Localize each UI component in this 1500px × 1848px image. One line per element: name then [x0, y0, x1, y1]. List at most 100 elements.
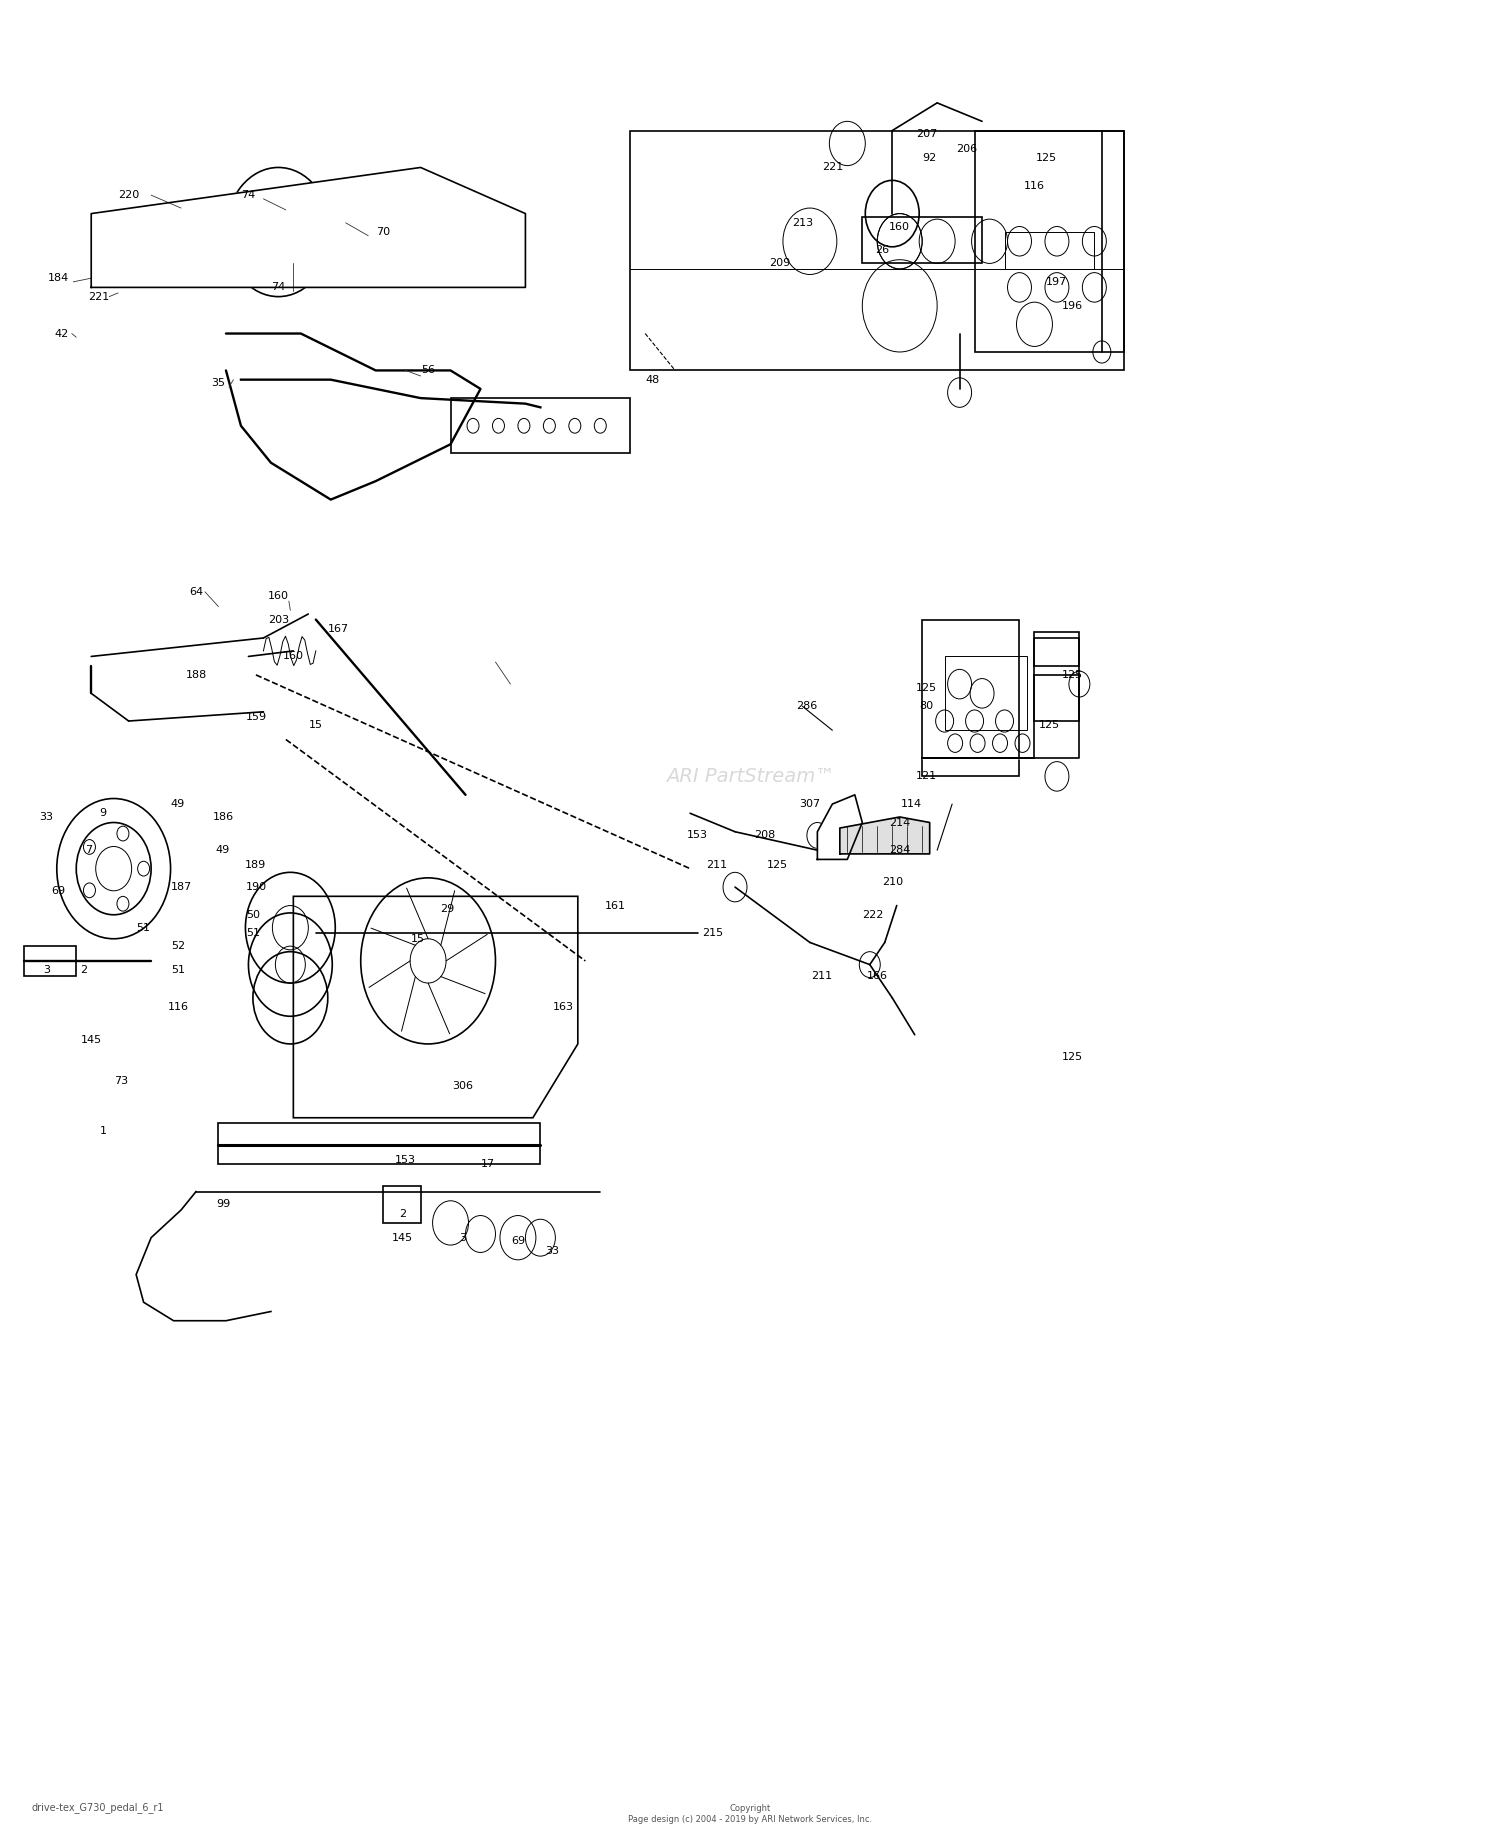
Text: 160: 160	[268, 591, 290, 601]
Text: 74: 74	[242, 190, 255, 200]
Text: 221: 221	[822, 163, 843, 172]
Text: 214: 214	[890, 817, 910, 828]
Bar	[862, 218, 982, 264]
Text: 184: 184	[48, 274, 69, 283]
Text: 145: 145	[81, 1035, 102, 1046]
Text: 221: 221	[88, 292, 110, 301]
Text: 222: 222	[862, 909, 883, 920]
Text: 17: 17	[482, 1159, 495, 1170]
Polygon shape	[92, 168, 525, 288]
Text: 99: 99	[216, 1199, 229, 1209]
Text: 206: 206	[957, 144, 978, 153]
Bar	[1035, 632, 1080, 665]
Text: 49: 49	[171, 798, 184, 809]
Text: Copyright
Page design (c) 2004 - 2019 by ARI Network Services, Inc.: Copyright Page design (c) 2004 - 2019 by…	[628, 1804, 872, 1824]
Text: 125: 125	[1036, 153, 1058, 163]
Text: 125: 125	[766, 859, 788, 870]
Text: 220: 220	[118, 190, 140, 200]
Text: 33: 33	[546, 1246, 560, 1255]
Bar	[1005, 233, 1095, 270]
Text: 163: 163	[552, 1002, 573, 1013]
Bar	[945, 656, 1028, 730]
Text: 153: 153	[394, 1155, 416, 1166]
Text: 9: 9	[99, 808, 106, 819]
Text: 125: 125	[1062, 1052, 1083, 1063]
Text: 186: 186	[213, 811, 234, 822]
Text: 125: 125	[1040, 719, 1060, 730]
Text: 188: 188	[186, 669, 207, 680]
Text: 1: 1	[99, 1125, 106, 1137]
Text: 52: 52	[171, 941, 184, 952]
Text: 207: 207	[916, 129, 938, 139]
Bar	[630, 131, 1125, 370]
Text: 215: 215	[702, 928, 723, 939]
Text: 121: 121	[916, 771, 938, 782]
Text: 210: 210	[882, 876, 903, 887]
Text: 125: 125	[916, 682, 938, 693]
Text: 125: 125	[1062, 669, 1083, 680]
Text: 166: 166	[867, 970, 888, 981]
Text: 48: 48	[645, 375, 660, 384]
Polygon shape	[922, 638, 1080, 758]
Text: 145: 145	[392, 1233, 412, 1242]
Text: 3: 3	[459, 1233, 466, 1242]
Bar	[382, 1186, 420, 1223]
Bar	[922, 619, 1020, 776]
Text: 80: 80	[920, 700, 933, 711]
Text: 159: 159	[246, 711, 267, 723]
Text: 3: 3	[44, 965, 50, 976]
Bar	[1035, 675, 1080, 721]
Text: 160: 160	[284, 652, 304, 662]
Text: 2: 2	[80, 965, 87, 976]
Text: 116: 116	[1024, 181, 1045, 190]
Text: 70: 70	[376, 227, 390, 237]
Text: 196: 196	[1062, 301, 1083, 310]
Text: 92: 92	[922, 153, 938, 163]
Text: 116: 116	[168, 1002, 189, 1013]
Text: 187: 187	[171, 881, 192, 893]
Text: 15: 15	[309, 719, 322, 730]
Text: 73: 73	[114, 1076, 128, 1087]
Bar	[24, 946, 76, 976]
Text: 74: 74	[272, 283, 285, 292]
Text: 160: 160	[890, 222, 910, 231]
Text: 190: 190	[246, 881, 267, 893]
Text: 2: 2	[399, 1209, 406, 1218]
Text: 51: 51	[246, 928, 259, 939]
Bar	[975, 131, 1125, 351]
Text: 64: 64	[189, 588, 202, 597]
Text: 153: 153	[687, 830, 708, 841]
Text: 286: 286	[796, 700, 818, 711]
Polygon shape	[818, 795, 862, 859]
Text: 211: 211	[706, 859, 728, 870]
Text: 203: 203	[268, 615, 290, 625]
Text: 50: 50	[246, 909, 259, 920]
Text: 69: 69	[512, 1236, 525, 1246]
Text: 51: 51	[136, 922, 150, 933]
Text: 209: 209	[770, 259, 790, 268]
Text: 51: 51	[171, 965, 184, 976]
Text: 306: 306	[452, 1081, 472, 1092]
Text: 213: 213	[792, 218, 813, 227]
Text: 26: 26	[874, 246, 890, 255]
Text: 15: 15	[411, 933, 424, 944]
Text: 49: 49	[216, 845, 229, 856]
Text: 33: 33	[39, 811, 54, 822]
Bar	[450, 397, 630, 453]
Text: ARI PartStream™: ARI PartStream™	[666, 767, 834, 785]
Text: 114: 114	[902, 798, 922, 809]
Text: 69: 69	[51, 885, 66, 896]
Text: 35: 35	[211, 379, 225, 388]
Polygon shape	[840, 817, 930, 854]
Text: 7: 7	[84, 845, 92, 856]
Text: 189: 189	[246, 859, 267, 870]
Text: 167: 167	[327, 625, 350, 634]
Text: drive-tex_G730_pedal_6_r1: drive-tex_G730_pedal_6_r1	[32, 1802, 164, 1813]
Text: 29: 29	[441, 904, 454, 915]
Text: 284: 284	[890, 845, 910, 856]
Text: 42: 42	[54, 329, 69, 338]
Text: 161: 161	[604, 900, 625, 911]
Text: 211: 211	[812, 970, 832, 981]
Text: 197: 197	[1047, 277, 1068, 286]
Text: 208: 208	[754, 830, 776, 841]
